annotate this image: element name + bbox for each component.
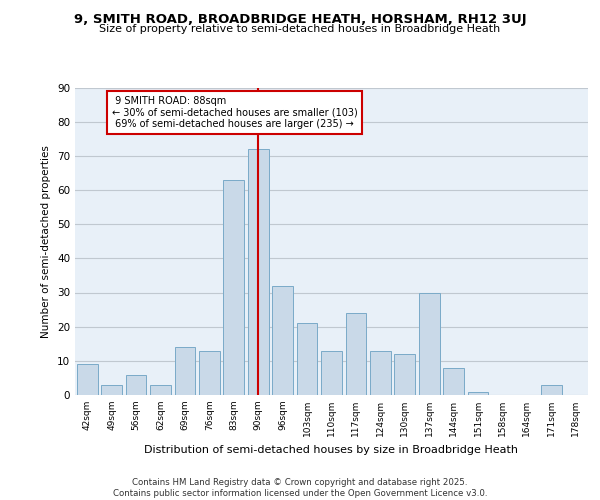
Bar xyxy=(175,347,196,395)
Bar xyxy=(346,313,367,395)
Bar xyxy=(248,149,269,395)
Bar xyxy=(467,392,488,395)
Text: Contains HM Land Registry data © Crown copyright and database right 2025.
Contai: Contains HM Land Registry data © Crown c… xyxy=(113,478,487,498)
Bar xyxy=(150,385,171,395)
Bar xyxy=(272,286,293,395)
Bar xyxy=(443,368,464,395)
Bar xyxy=(101,385,122,395)
Bar xyxy=(125,374,146,395)
Bar xyxy=(394,354,415,395)
Y-axis label: Number of semi-detached properties: Number of semi-detached properties xyxy=(41,145,52,338)
Bar xyxy=(199,350,220,395)
Text: 9, SMITH ROAD, BROADBRIDGE HEATH, HORSHAM, RH12 3UJ: 9, SMITH ROAD, BROADBRIDGE HEATH, HORSHA… xyxy=(74,12,526,26)
Bar xyxy=(419,292,440,395)
Bar xyxy=(296,324,317,395)
Text: Size of property relative to semi-detached houses in Broadbridge Heath: Size of property relative to semi-detach… xyxy=(100,24,500,34)
Bar xyxy=(223,180,244,395)
X-axis label: Distribution of semi-detached houses by size in Broadbridge Heath: Distribution of semi-detached houses by … xyxy=(145,444,518,454)
Bar xyxy=(370,350,391,395)
Bar xyxy=(321,350,342,395)
Bar xyxy=(541,385,562,395)
Text: 9 SMITH ROAD: 88sqm
← 30% of semi-detached houses are smaller (103)
 69% of semi: 9 SMITH ROAD: 88sqm ← 30% of semi-detach… xyxy=(112,96,358,129)
Bar xyxy=(77,364,98,395)
